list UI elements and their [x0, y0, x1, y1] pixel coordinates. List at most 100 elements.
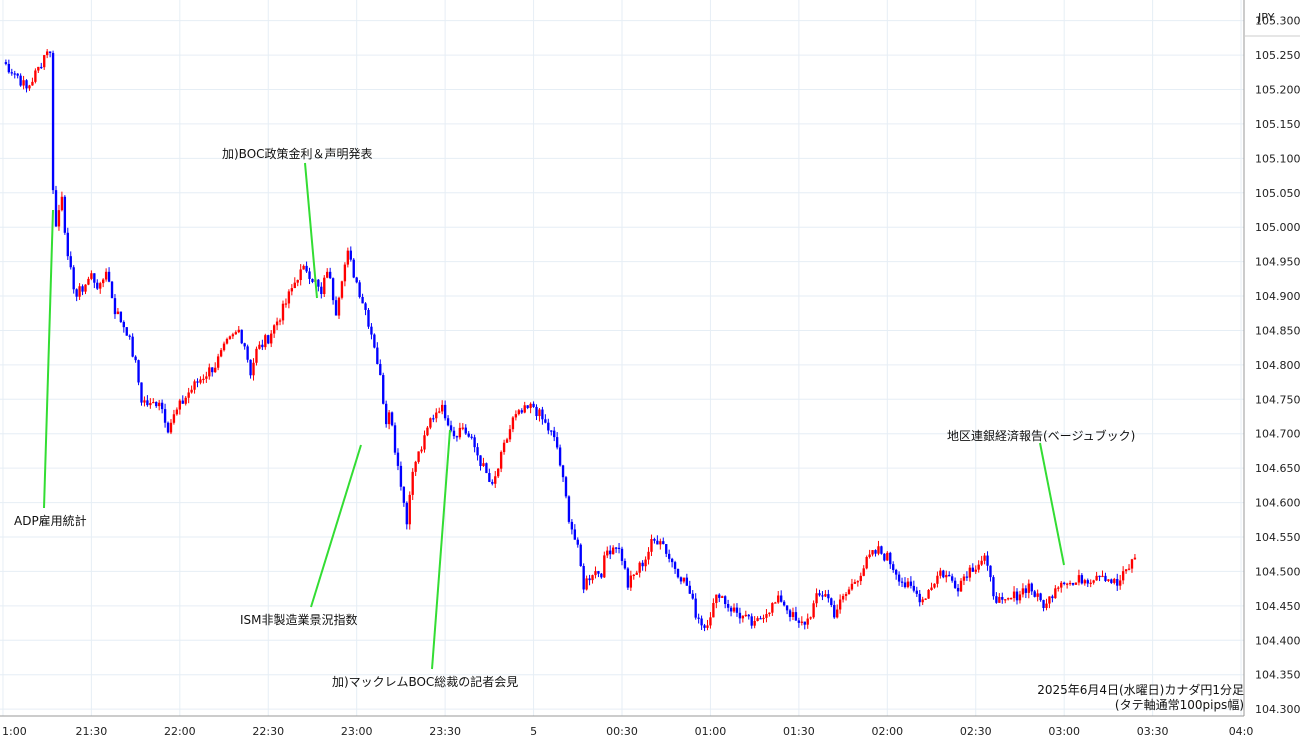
candle-body [346, 250, 350, 265]
candle-body [57, 210, 61, 227]
candle-body [467, 433, 470, 437]
candle-body [382, 375, 385, 404]
candle-body [774, 602, 777, 604]
candle-body [877, 546, 880, 554]
candle-body [785, 605, 789, 611]
candle-body [570, 521, 574, 530]
candle-body [458, 427, 462, 438]
candle-body [222, 343, 226, 351]
candle-body [520, 410, 523, 413]
candle-body [950, 576, 954, 581]
candle-body [435, 412, 438, 419]
candle-body [196, 381, 199, 383]
candle-body [137, 360, 140, 383]
candle-body [13, 73, 16, 75]
candle-body [995, 596, 998, 603]
candle-body [886, 552, 889, 561]
candle-body [158, 402, 161, 407]
x-tick-label: 00:30 [606, 725, 638, 738]
candle-body [1133, 557, 1137, 560]
candle-body [747, 614, 750, 617]
candle-body [953, 580, 957, 588]
candle-body [945, 574, 948, 578]
candle-body [526, 405, 529, 408]
candle-body [1077, 575, 1081, 583]
candle-body [971, 567, 974, 572]
candle-body [323, 277, 326, 295]
candle-body [762, 617, 765, 620]
candle-body [1054, 588, 1057, 599]
candle-body [611, 547, 615, 555]
candle-body [4, 62, 8, 64]
candle-body [270, 333, 273, 344]
candle-body [43, 55, 46, 68]
candle-body [1039, 593, 1042, 601]
candle-body [561, 465, 565, 478]
annotation-label: ISM非製造業景況指数 [240, 612, 358, 627]
candle-body [806, 618, 809, 625]
candle-body [529, 403, 532, 408]
candle-body [473, 437, 476, 448]
candle-body [1004, 599, 1007, 601]
candle-body [665, 544, 668, 554]
candle-body [331, 278, 335, 301]
candle-body [1033, 591, 1036, 597]
candle-body [514, 414, 518, 418]
candle-body [334, 300, 338, 316]
candle-body [768, 612, 771, 615]
x-tick-label: 22:30 [252, 725, 284, 738]
candle-body [889, 552, 892, 565]
x-tick-label: 01:30 [783, 725, 815, 738]
candle-body [847, 589, 851, 595]
candle-body [205, 376, 208, 379]
candle-body [532, 403, 535, 407]
candle-body [841, 595, 845, 600]
candle-body [1012, 591, 1016, 599]
candle-body [567, 496, 571, 522]
candle-body [673, 562, 677, 569]
candle-body [865, 557, 868, 569]
candle-body [160, 402, 164, 410]
y-tick-label: 105.300 [1255, 15, 1300, 28]
candle-body [376, 347, 379, 364]
candle-body [214, 367, 217, 373]
candle-body [818, 593, 821, 596]
candle-body [1116, 578, 1119, 586]
candle-body [122, 321, 125, 328]
candle-body [328, 271, 332, 279]
candle-body [688, 585, 691, 594]
candle-body [367, 309, 370, 327]
candle-body [939, 570, 942, 576]
candle-body [199, 379, 202, 383]
candle-body [638, 562, 641, 573]
candle-body [1027, 583, 1030, 593]
annotation-line [304, 162, 318, 299]
candle-body [564, 477, 568, 497]
candle-body [75, 289, 78, 297]
candle-body [243, 343, 246, 347]
candle-body [927, 589, 930, 599]
candle-body [81, 286, 84, 292]
candle-body [859, 575, 862, 582]
candle-body [830, 598, 833, 606]
candle-body [623, 560, 627, 569]
candle-body [538, 409, 541, 417]
candle-body [591, 575, 594, 581]
candle-body [337, 297, 341, 316]
y-tick-label: 105.000 [1255, 221, 1300, 234]
candle-body [184, 397, 187, 404]
candle-body [455, 436, 459, 438]
candle-body [172, 414, 176, 423]
candle-body [66, 232, 69, 257]
candle-body [411, 471, 414, 495]
candle-body [948, 574, 951, 577]
candle-body [361, 296, 364, 304]
candle-body [1057, 587, 1060, 589]
candle-body [609, 550, 612, 555]
candle-body [113, 298, 117, 315]
candle-body [906, 581, 910, 588]
candle-body [909, 581, 913, 586]
candle-body [836, 609, 839, 618]
